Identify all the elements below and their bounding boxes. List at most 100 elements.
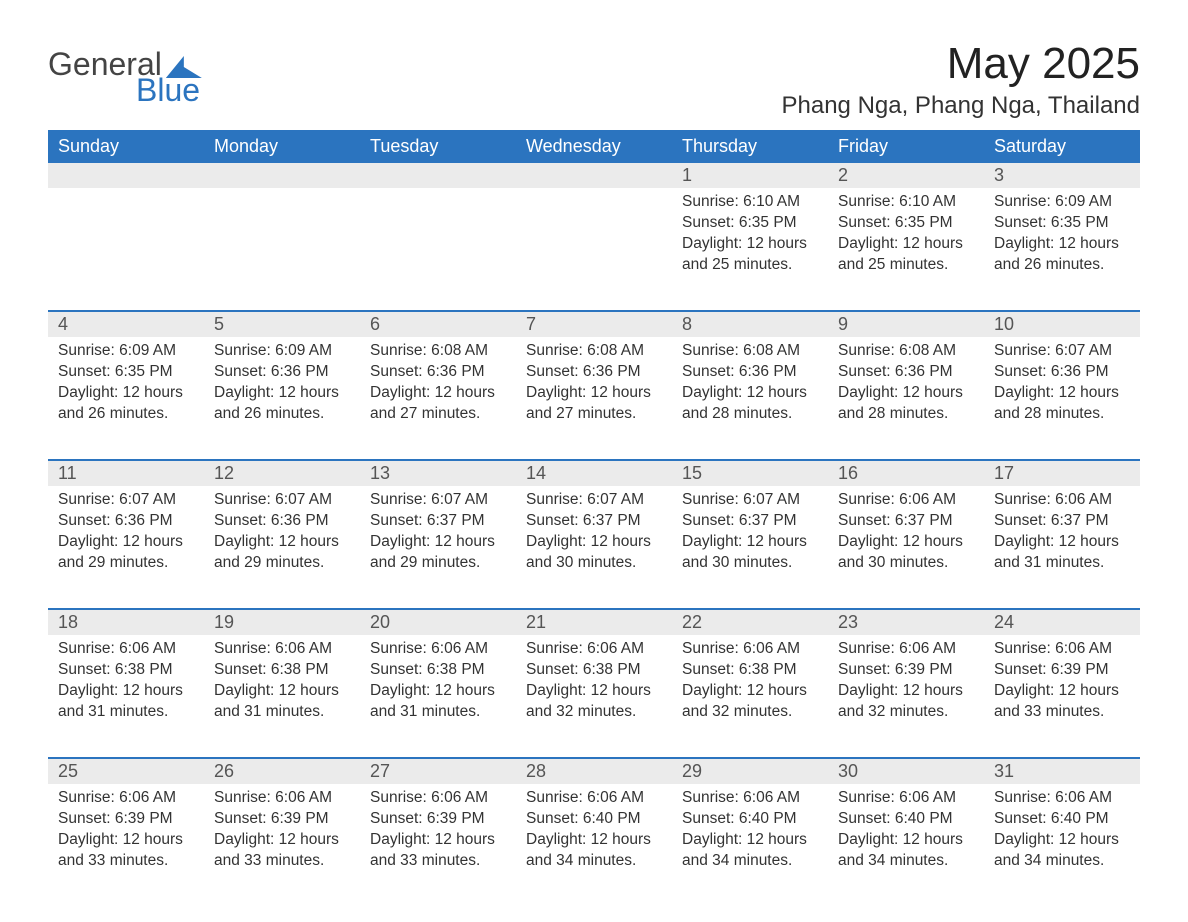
sunset-line: Sunset: 6:37 PM	[994, 511, 1130, 532]
day-number: 11	[48, 461, 204, 486]
day-number: 15	[672, 461, 828, 486]
daylight-line: Daylight: 12 hours and 31 minutes.	[370, 681, 506, 723]
day-number: 22	[672, 610, 828, 635]
day-cell: Sunrise: 6:07 AMSunset: 6:37 PMDaylight:…	[360, 486, 516, 576]
sunset-line: Sunset: 6:39 PM	[58, 809, 194, 830]
daylight-line: Daylight: 12 hours and 28 minutes.	[994, 383, 1130, 425]
day-number: 17	[984, 461, 1140, 486]
calendar-grid: SundayMondayTuesdayWednesdayThursdayFrid…	[48, 130, 1140, 874]
day-number	[204, 163, 360, 188]
day-number: 3	[984, 163, 1140, 188]
sunset-line: Sunset: 6:37 PM	[526, 511, 662, 532]
sunset-line: Sunset: 6:40 PM	[994, 809, 1130, 830]
daylight-line: Daylight: 12 hours and 27 minutes.	[526, 383, 662, 425]
sunset-line: Sunset: 6:35 PM	[994, 213, 1130, 234]
day-cell: Sunrise: 6:07 AMSunset: 6:36 PMDaylight:…	[984, 337, 1140, 427]
weekday-header: Sunday	[48, 130, 204, 163]
day-number: 6	[360, 312, 516, 337]
day-cell: Sunrise: 6:06 AMSunset: 6:37 PMDaylight:…	[828, 486, 984, 576]
sunrise-line: Sunrise: 6:06 AM	[838, 788, 974, 809]
weekday-header: Wednesday	[516, 130, 672, 163]
sunrise-line: Sunrise: 6:08 AM	[838, 341, 974, 362]
day-number: 2	[828, 163, 984, 188]
day-cell: Sunrise: 6:07 AMSunset: 6:36 PMDaylight:…	[48, 486, 204, 576]
brand-logo-top: General	[48, 48, 202, 80]
sunrise-line: Sunrise: 6:07 AM	[682, 490, 818, 511]
daylight-line: Daylight: 12 hours and 34 minutes.	[994, 830, 1130, 872]
day-number	[360, 163, 516, 188]
daylight-line: Daylight: 12 hours and 30 minutes.	[838, 532, 974, 574]
sunset-line: Sunset: 6:39 PM	[994, 660, 1130, 681]
sunset-line: Sunset: 6:38 PM	[214, 660, 350, 681]
sunrise-line: Sunrise: 6:07 AM	[370, 490, 506, 511]
empty-day-cell	[516, 188, 672, 278]
day-cell: Sunrise: 6:10 AMSunset: 6:35 PMDaylight:…	[672, 188, 828, 278]
sunrise-line: Sunrise: 6:06 AM	[838, 639, 974, 660]
day-cell: Sunrise: 6:07 AMSunset: 6:36 PMDaylight:…	[204, 486, 360, 576]
sunset-line: Sunset: 6:36 PM	[526, 362, 662, 383]
day-cell: Sunrise: 6:06 AMSunset: 6:37 PMDaylight:…	[984, 486, 1140, 576]
sunrise-line: Sunrise: 6:06 AM	[994, 490, 1130, 511]
daylight-line: Daylight: 12 hours and 34 minutes.	[526, 830, 662, 872]
weekday-header-row: SundayMondayTuesdayWednesdayThursdayFrid…	[48, 130, 1140, 163]
sunset-line: Sunset: 6:36 PM	[994, 362, 1130, 383]
day-number-band: 123	[48, 163, 1140, 188]
sunrise-line: Sunrise: 6:06 AM	[526, 639, 662, 660]
daylight-line: Daylight: 12 hours and 28 minutes.	[838, 383, 974, 425]
day-number: 23	[828, 610, 984, 635]
sunrise-line: Sunrise: 6:07 AM	[214, 490, 350, 511]
sunset-line: Sunset: 6:36 PM	[838, 362, 974, 383]
sunset-line: Sunset: 6:35 PM	[58, 362, 194, 383]
daylight-line: Daylight: 12 hours and 33 minutes.	[994, 681, 1130, 723]
day-number: 5	[204, 312, 360, 337]
sunrise-line: Sunrise: 6:06 AM	[370, 788, 506, 809]
day-cell: Sunrise: 6:10 AMSunset: 6:35 PMDaylight:…	[828, 188, 984, 278]
day-cell: Sunrise: 6:06 AMSunset: 6:40 PMDaylight:…	[828, 784, 984, 874]
day-number: 19	[204, 610, 360, 635]
daylight-line: Daylight: 12 hours and 30 minutes.	[682, 532, 818, 574]
sunrise-line: Sunrise: 6:06 AM	[994, 788, 1130, 809]
weekday-header: Monday	[204, 130, 360, 163]
day-number: 31	[984, 759, 1140, 784]
brand-logo: General Blue	[48, 48, 202, 105]
page-header: General Blue May 2025 Phang Nga, Phang N…	[48, 40, 1140, 120]
sunset-line: Sunset: 6:40 PM	[526, 809, 662, 830]
daylight-line: Daylight: 12 hours and 29 minutes.	[370, 532, 506, 574]
day-number: 30	[828, 759, 984, 784]
day-cell: Sunrise: 6:07 AMSunset: 6:37 PMDaylight:…	[672, 486, 828, 576]
calendar-page: General Blue May 2025 Phang Nga, Phang N…	[0, 0, 1188, 922]
empty-day-cell	[204, 188, 360, 278]
day-number: 10	[984, 312, 1140, 337]
daylight-line: Daylight: 12 hours and 33 minutes.	[58, 830, 194, 872]
sunrise-line: Sunrise: 6:07 AM	[994, 341, 1130, 362]
day-number	[48, 163, 204, 188]
calendar-week: 45678910Sunrise: 6:09 AMSunset: 6:35 PMD…	[48, 310, 1140, 427]
day-number: 29	[672, 759, 828, 784]
sunrise-line: Sunrise: 6:06 AM	[994, 639, 1130, 660]
weekday-header: Friday	[828, 130, 984, 163]
day-number: 12	[204, 461, 360, 486]
day-number: 7	[516, 312, 672, 337]
day-cell: Sunrise: 6:09 AMSunset: 6:35 PMDaylight:…	[48, 337, 204, 427]
daylight-line: Daylight: 12 hours and 33 minutes.	[370, 830, 506, 872]
day-number-band: 25262728293031	[48, 759, 1140, 784]
day-cell: Sunrise: 6:06 AMSunset: 6:39 PMDaylight:…	[828, 635, 984, 725]
daylight-line: Daylight: 12 hours and 29 minutes.	[214, 532, 350, 574]
daylight-line: Daylight: 12 hours and 26 minutes.	[58, 383, 194, 425]
month-title: May 2025	[782, 40, 1141, 88]
sunset-line: Sunset: 6:36 PM	[214, 511, 350, 532]
sunset-line: Sunset: 6:39 PM	[370, 809, 506, 830]
day-number: 20	[360, 610, 516, 635]
day-number-band: 11121314151617	[48, 461, 1140, 486]
sunrise-line: Sunrise: 6:06 AM	[214, 788, 350, 809]
day-cell: Sunrise: 6:08 AMSunset: 6:36 PMDaylight:…	[672, 337, 828, 427]
weeks-container: 123Sunrise: 6:10 AMSunset: 6:35 PMDaylig…	[48, 163, 1140, 874]
daylight-line: Daylight: 12 hours and 30 minutes.	[526, 532, 662, 574]
calendar-week: 25262728293031Sunrise: 6:06 AMSunset: 6:…	[48, 757, 1140, 874]
sunset-line: Sunset: 6:35 PM	[682, 213, 818, 234]
sunset-line: Sunset: 6:38 PM	[58, 660, 194, 681]
day-number: 21	[516, 610, 672, 635]
sunset-line: Sunset: 6:38 PM	[370, 660, 506, 681]
day-cell: Sunrise: 6:06 AMSunset: 6:38 PMDaylight:…	[516, 635, 672, 725]
day-cell: Sunrise: 6:08 AMSunset: 6:36 PMDaylight:…	[828, 337, 984, 427]
